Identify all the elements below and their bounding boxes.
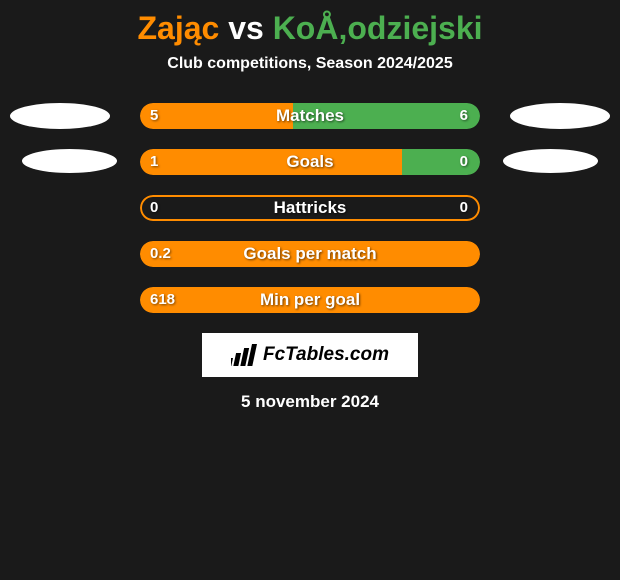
stat-value-left: 5 bbox=[150, 103, 158, 129]
player-badge-left bbox=[10, 103, 110, 129]
stat-row: 1 0 Goals bbox=[0, 149, 620, 175]
bar-right bbox=[402, 149, 480, 175]
player1-name: Zając bbox=[137, 10, 219, 46]
player-badge-right bbox=[510, 103, 610, 129]
bars-icon bbox=[231, 344, 257, 366]
stat-row: 0 0 Hattricks bbox=[0, 195, 620, 221]
stat-value-right: 6 bbox=[460, 103, 468, 129]
fctables-logo[interactable]: FcTables.com bbox=[202, 333, 418, 377]
stat-value-right: 0 bbox=[460, 149, 468, 175]
vs-text: vs bbox=[228, 10, 264, 46]
subtitle: Club competitions, Season 2024/2025 bbox=[0, 55, 620, 73]
stats-section: 5 6 Matches 1 0 Goals 0 0 Hattricks 0.2 Goals per … bbox=[0, 103, 620, 313]
stat-value-left: 0.2 bbox=[150, 241, 171, 267]
player-badge-right bbox=[503, 149, 598, 173]
player2-name: KoÅ‚odziejski bbox=[273, 10, 483, 46]
widget-container: Zając vs KoÅ‚odziejski Club competitions… bbox=[0, 0, 620, 422]
stat-label: Matches bbox=[276, 103, 344, 129]
stat-row: 5 6 Matches bbox=[0, 103, 620, 129]
bar-left bbox=[140, 149, 402, 175]
stat-row: 0.2 Goals per match bbox=[0, 241, 620, 267]
stat-label: Min per goal bbox=[260, 287, 360, 313]
logo-text: FcTables.com bbox=[263, 344, 389, 366]
stat-value-right: 0 bbox=[460, 195, 468, 221]
stat-row: 618 Min per goal bbox=[0, 287, 620, 313]
stat-label: Goals per match bbox=[243, 241, 376, 267]
stat-label: Goals bbox=[286, 149, 333, 175]
date-label: 5 november 2024 bbox=[0, 392, 620, 412]
player-badge-left bbox=[22, 149, 117, 173]
bar-left bbox=[140, 103, 293, 129]
stat-label: Hattricks bbox=[274, 195, 347, 221]
stat-value-left: 618 bbox=[150, 287, 175, 313]
page-title: Zając vs KoÅ‚odziejski bbox=[0, 10, 620, 47]
stat-value-left: 1 bbox=[150, 149, 158, 175]
stat-value-left: 0 bbox=[150, 195, 158, 221]
